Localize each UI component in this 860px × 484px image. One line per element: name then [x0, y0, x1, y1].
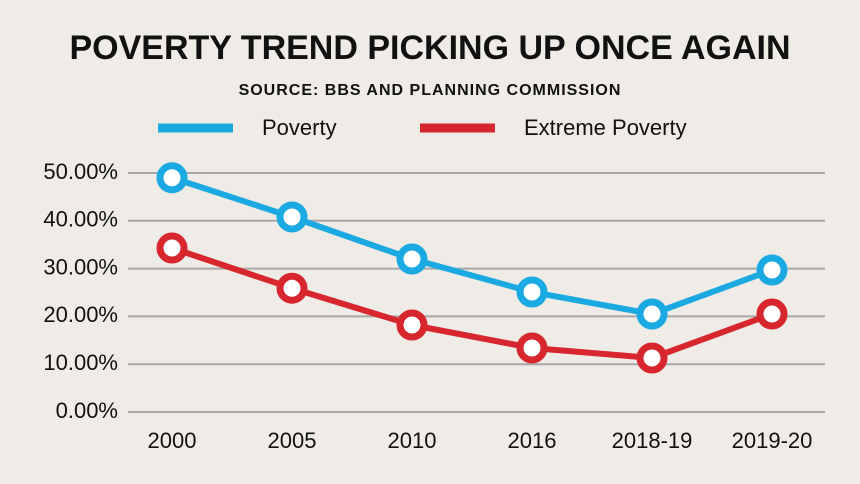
y-tick-label: 50.00%	[43, 159, 118, 184]
chart-subtitle: SOURCE: BBS AND PLANNING COMMISSION	[239, 82, 622, 99]
y-tick-label: 40.00%	[43, 207, 118, 232]
legend-label: Poverty	[262, 115, 337, 140]
point	[636, 342, 668, 374]
point	[516, 276, 548, 308]
chart-title: POVERTY TREND PICKING UP ONCE AGAIN	[69, 29, 790, 67]
x-tick-label: 2005	[268, 428, 317, 453]
point	[276, 201, 308, 233]
y-tick-label: 20.00%	[43, 302, 118, 327]
x-tick-label: 2010	[388, 428, 437, 453]
point	[756, 298, 788, 330]
point	[396, 309, 428, 341]
point	[276, 272, 308, 304]
series-line	[171, 245, 774, 361]
point	[756, 254, 788, 286]
x-tick-label: 2019-20	[732, 428, 813, 453]
x-tick-label: 2016	[508, 428, 557, 453]
legend-label: Extreme Poverty	[524, 115, 687, 140]
point	[396, 243, 428, 275]
series-line	[171, 174, 774, 318]
point	[516, 332, 548, 364]
point	[156, 162, 188, 194]
x-tick-label: 2000	[148, 428, 197, 453]
point	[636, 298, 668, 330]
x-tick-label: 2018-19	[612, 428, 693, 453]
y-tick-label: 10.00%	[43, 350, 118, 375]
point	[156, 232, 188, 264]
y-tick-label: 0.00%	[56, 398, 118, 423]
y-tick-label: 30.00%	[43, 254, 118, 279]
